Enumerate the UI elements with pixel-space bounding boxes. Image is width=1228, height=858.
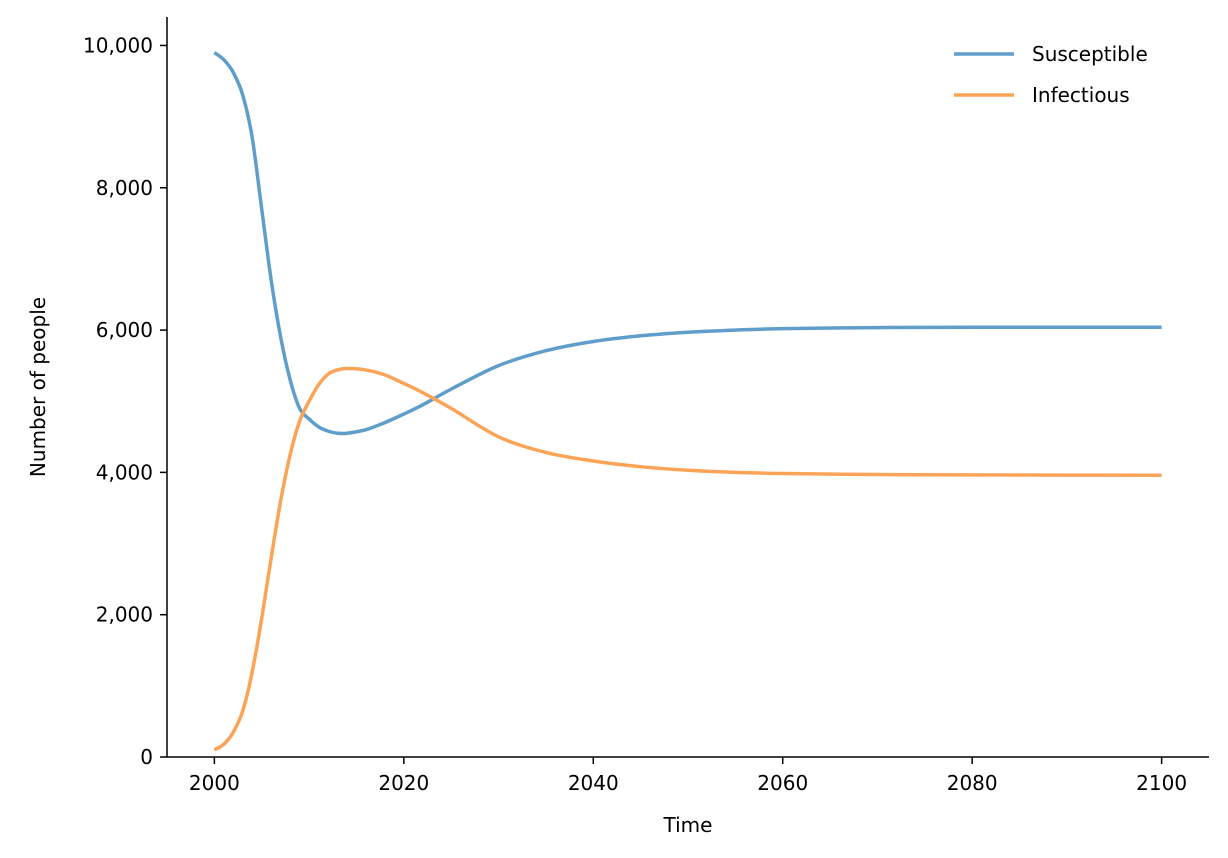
x-tick-label: 2040	[568, 771, 619, 795]
series-line-infectious	[213, 366, 1162, 752]
x-axis-title: Time	[663, 813, 713, 837]
x-tick-label: 2100	[1136, 771, 1187, 795]
x-tick-label: 2060	[757, 771, 808, 795]
y-tick-label: 6,000	[96, 318, 153, 342]
y-tick-label: 4,000	[96, 460, 153, 484]
y-tick-label: 2,000	[96, 603, 153, 627]
x-tick-label: 2020	[378, 771, 429, 795]
series-line-susceptible	[213, 51, 1162, 436]
y-tick-label: 8,000	[96, 176, 153, 200]
x-ticks: 2000 2020 2040 2060 2080 2100	[189, 757, 1187, 795]
plot-lines	[213, 51, 1162, 752]
x-tick-label: 2000	[189, 771, 240, 795]
y-tick-label: 0	[140, 745, 153, 769]
y-ticks: 0 2,000 4,000 6,000 8,000 10,000	[83, 33, 167, 769]
legend-label-susceptible: Susceptible	[1032, 42, 1148, 66]
y-tick-label: 10,000	[83, 33, 153, 57]
legend: Susceptible Infectious	[954, 42, 1148, 107]
x-tick-label: 2080	[947, 771, 998, 795]
y-axis-title: Number of people	[26, 297, 50, 477]
legend-label-infectious: Infectious	[1032, 83, 1130, 107]
